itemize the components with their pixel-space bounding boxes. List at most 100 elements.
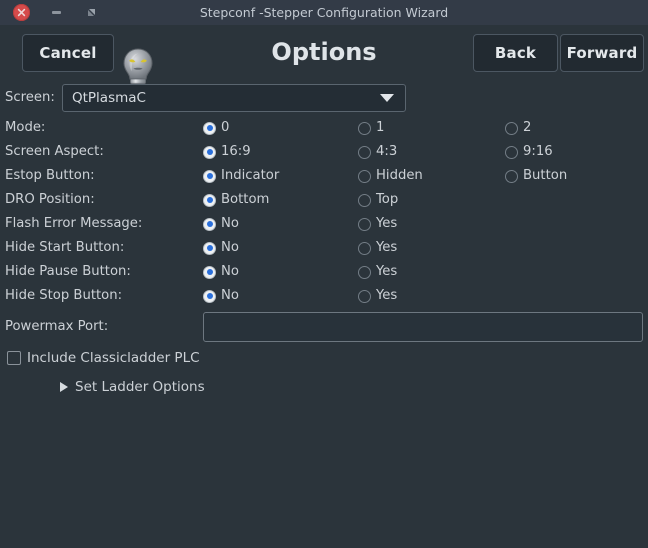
radio-hide-start-no-label: No [221,240,239,255]
maximize-icon [86,7,97,18]
classicladder-label: Include Classicladder PLC [27,350,200,366]
radio-dro-top[interactable]: Top [358,188,398,212]
close-icon [17,8,26,17]
radio-indicator [505,145,518,159]
row-ladder-options: Set Ladder Options [0,379,648,403]
radio-mode-1[interactable]: 1 [358,116,384,140]
radio-hide-start-yes-label: Yes [376,240,398,255]
window-controls [0,4,100,21]
radio-hide-stop-yes-label: Yes [376,288,398,303]
radio-mode-2-label: 2 [523,120,532,135]
chevron-down-icon [380,94,394,102]
row-mode: Mode: 0 1 2 [0,116,648,140]
row-hide-pause-button-label: Hide Pause Button: [5,264,131,279]
radio-flash-error-no-label: No [221,216,239,231]
radio-indicator [358,217,371,231]
screen-row: Screen: QtPlasmaC [0,84,648,114]
radio-indicator [203,265,216,279]
row-mode-label: Mode: [5,120,46,135]
radio-indicator [203,193,216,207]
radio-hide-pause-no[interactable]: No [203,260,239,284]
radio-estop-hidden-label: Hidden [376,168,423,183]
radio-indicator [358,265,371,279]
radio-hide-start-yes[interactable]: Yes [358,236,397,260]
radio-indicator [358,145,371,159]
radio-indicator [358,193,371,207]
row-screen-aspect-label: Screen Aspect: [5,144,104,159]
radio-hide-pause-yes-label: Yes [376,264,398,279]
radio-estop-indicator[interactable]: Indicator [203,164,279,188]
checkbox-icon [7,351,21,365]
radio-hide-stop-no[interactable]: No [203,284,239,308]
wizard-header: Cancel [0,25,648,91]
radio-indicator [203,217,216,231]
radio-aspect-4-3-label: 4:3 [376,144,398,159]
radio-indicator [358,289,371,303]
radio-hide-stop-yes[interactable]: Yes [358,284,397,308]
radio-hide-stop-no-label: No [221,288,239,303]
options-form: Screen: QtPlasmaC Mode: 0 1 2 Sc [0,84,648,403]
radio-indicator [203,145,216,159]
radio-flash-error-yes-label: Yes [376,216,398,231]
set-ladder-options-expander[interactable]: Set Ladder Options [60,379,205,395]
screen-label: Screen: [5,90,55,105]
row-screen-aspect: Screen Aspect: 16:9 4:3 9:16 [0,140,648,164]
maximize-button[interactable] [83,4,100,21]
radio-hide-pause-yes[interactable]: Yes [358,260,397,284]
forward-button[interactable]: Forward [560,34,644,72]
row-estop-button: Estop Button: Indicator Hidden Button [0,164,648,188]
radio-indicator [505,169,518,183]
row-hide-pause-button: Hide Pause Button: No Yes [0,260,648,284]
back-button[interactable]: Back [473,34,558,72]
classicladder-checkbox[interactable]: Include Classicladder PLC [7,350,200,366]
radio-mode-0-label: 0 [221,120,230,135]
set-ladder-options-label: Set Ladder Options [75,379,205,395]
radio-indicator [505,121,518,135]
window-titlebar: Stepconf -Stepper Configuration Wizard [0,0,648,25]
radio-dro-top-label: Top [376,192,399,207]
radio-mode-2[interactable]: 2 [505,116,531,140]
radio-estop-indicator-label: Indicator [221,168,280,183]
minimize-icon [52,11,61,14]
radio-estop-hidden[interactable]: Hidden [358,164,423,188]
row-flash-error-message: Flash Error Message: No Yes [0,212,648,236]
radio-aspect-16-9[interactable]: 16:9 [203,140,251,164]
radio-mode-1-label: 1 [376,120,385,135]
triangle-right-icon [60,382,68,392]
row-dro-position: DRO Position: Bottom Top [0,188,648,212]
screen-dropdown[interactable]: QtPlasmaC [62,84,406,112]
radio-aspect-9-16[interactable]: 9:16 [505,140,553,164]
row-powermax-port: Powermax Port: [0,312,648,344]
row-hide-start-button-label: Hide Start Button: [5,240,125,255]
minimize-button[interactable] [48,4,65,21]
radio-hide-start-no[interactable]: No [203,236,239,260]
radio-aspect-16-9-label: 16:9 [221,144,251,159]
powermax-port-input[interactable] [203,312,643,342]
radio-estop-button-label: Button [523,168,568,183]
row-hide-stop-button: Hide Stop Button: No Yes [0,284,648,308]
radio-mode-0[interactable]: 0 [203,116,229,140]
row-classicladder: Include Classicladder PLC [0,350,648,375]
row-flash-error-message-label: Flash Error Message: [5,216,143,231]
close-button[interactable] [13,4,30,21]
radio-hide-pause-no-label: No [221,264,239,279]
radio-indicator [358,169,371,183]
radio-indicator [358,121,371,135]
radio-indicator [203,289,216,303]
screen-dropdown-value: QtPlasmaC [72,90,146,106]
powermax-port-label: Powermax Port: [5,319,109,334]
radio-aspect-4-3[interactable]: 4:3 [358,140,397,164]
radio-flash-error-no[interactable]: No [203,212,239,236]
radio-indicator [358,241,371,255]
radio-dro-bottom[interactable]: Bottom [203,188,269,212]
radio-aspect-9-16-label: 9:16 [523,144,553,159]
row-hide-start-button: Hide Start Button: No Yes [0,236,648,260]
radio-flash-error-yes[interactable]: Yes [358,212,397,236]
cancel-button[interactable]: Cancel [22,34,114,72]
row-hide-stop-button-label: Hide Stop Button: [5,288,123,303]
row-estop-button-label: Estop Button: [5,168,95,183]
row-dro-position-label: DRO Position: [5,192,95,207]
radio-estop-button[interactable]: Button [505,164,567,188]
radio-indicator [203,121,216,135]
